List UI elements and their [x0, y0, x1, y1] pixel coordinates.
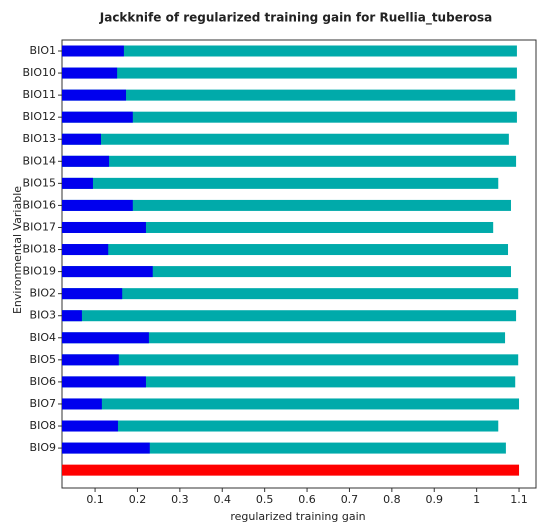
y-tick-label: BIO17 [23, 220, 56, 233]
bar [62, 420, 499, 432]
bar [62, 464, 520, 476]
bar [62, 398, 102, 410]
y-tick-label: BIO4 [30, 331, 56, 344]
y-tick-label: BIO1 [30, 44, 56, 57]
chart-title: Jackknife of regularized training gain f… [99, 11, 492, 26]
bar [62, 288, 519, 300]
y-tick-label: BIO8 [30, 419, 56, 432]
bar [62, 420, 118, 432]
bar [62, 111, 517, 123]
x-tick-label: 0.2 [129, 493, 147, 506]
bar [62, 221, 146, 233]
y-tick-label: BIO13 [23, 132, 56, 145]
bar [62, 376, 146, 388]
bar [62, 67, 517, 79]
y-tick-label: BIO18 [23, 243, 56, 256]
bar [62, 89, 127, 101]
bar [62, 133, 102, 145]
y-tick-label: BIO15 [23, 176, 56, 189]
y-tick-label: BIO7 [30, 397, 56, 410]
bar [62, 442, 506, 454]
bar [62, 288, 123, 300]
x-tick-label: 1 [473, 493, 480, 506]
bar [62, 111, 133, 123]
bar [62, 398, 520, 410]
bar [62, 133, 509, 145]
x-tick-label: 0.4 [214, 493, 232, 506]
bar [62, 155, 110, 167]
x-tick-label: 0.8 [383, 493, 401, 506]
bar [62, 332, 149, 344]
bar [62, 310, 517, 322]
x-tick-label: 0.1 [86, 493, 104, 506]
x-tick-label: 1.1 [510, 493, 528, 506]
x-tick-label: 0.5 [256, 493, 274, 506]
bar [62, 177, 93, 189]
bar [62, 310, 82, 322]
bar [62, 67, 118, 79]
x-tick-label: 0.3 [171, 493, 189, 506]
y-tick-label: BIO10 [23, 66, 56, 79]
y-tick-label: BIO6 [30, 375, 56, 388]
x-tick-label: 0.7 [341, 493, 359, 506]
y-tick-label: BIO9 [30, 441, 56, 454]
x-tick-label: 0.9 [425, 493, 443, 506]
y-tick-label: BIO2 [30, 287, 56, 300]
y-tick-label: BIO14 [23, 154, 56, 167]
plot-frame [61, 39, 537, 489]
bar [62, 442, 150, 454]
bar [62, 266, 153, 278]
y-tick-label: BIO5 [30, 353, 56, 366]
bar [62, 155, 517, 167]
bar [62, 266, 511, 278]
bar [62, 354, 119, 366]
bar [62, 89, 516, 101]
bar [62, 244, 509, 256]
y-tick-label: BIO16 [23, 198, 56, 211]
y-tick-label: BIO3 [30, 309, 56, 322]
bar [62, 354, 519, 366]
bar [62, 332, 506, 344]
x-tick-label: 0.6 [298, 493, 316, 506]
bar [62, 244, 109, 256]
bar [62, 199, 133, 211]
bar [62, 221, 494, 233]
y-tick-label: BIO12 [23, 110, 56, 123]
y-tick-label: BIO19 [23, 265, 56, 278]
x-axis-label: regularized training gain [230, 510, 365, 523]
bar [62, 199, 511, 211]
y-axis-label: Environmental Variable [11, 186, 24, 314]
bar [62, 45, 517, 57]
bar [62, 177, 499, 189]
bar [62, 376, 516, 388]
y-tick-label: BIO11 [23, 88, 56, 101]
bar [62, 45, 124, 57]
